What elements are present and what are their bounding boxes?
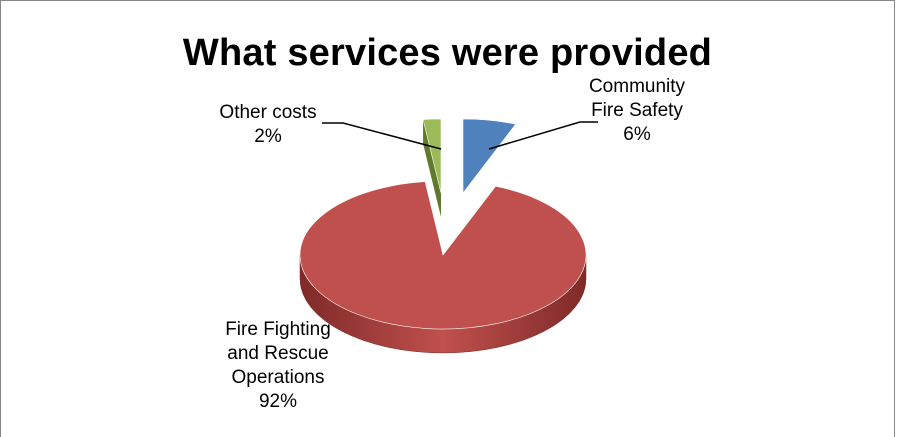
slice-name-label-1: Fire Fighting: [225, 319, 331, 340]
pie-slice-community-fire-safety: [462, 118, 517, 194]
pie-slice-face-2: [423, 119, 441, 217]
slice-percent-label-1: 92%: [259, 391, 297, 412]
slice-percent-label-2: 2%: [254, 126, 282, 147]
pie-slice-fire-fighting-and-rescue-operations: [299, 181, 587, 330]
slice-name-label-0: Community: [589, 76, 686, 97]
slice-name-label-1: and Rescue: [227, 343, 328, 364]
leader-line-0: [488, 121, 598, 150]
pie-slice-other-costs: [422, 118, 442, 194]
slice-name-label-2: Other costs: [219, 102, 316, 123]
chart-title: What services were provided: [182, 32, 713, 74]
slice-name-label-1: Operations: [232, 367, 325, 388]
slice-percent-label-0: 6%: [623, 124, 651, 145]
leader-line-2: [322, 122, 442, 150]
slice-name-label-0: Fire Safety: [591, 100, 683, 121]
